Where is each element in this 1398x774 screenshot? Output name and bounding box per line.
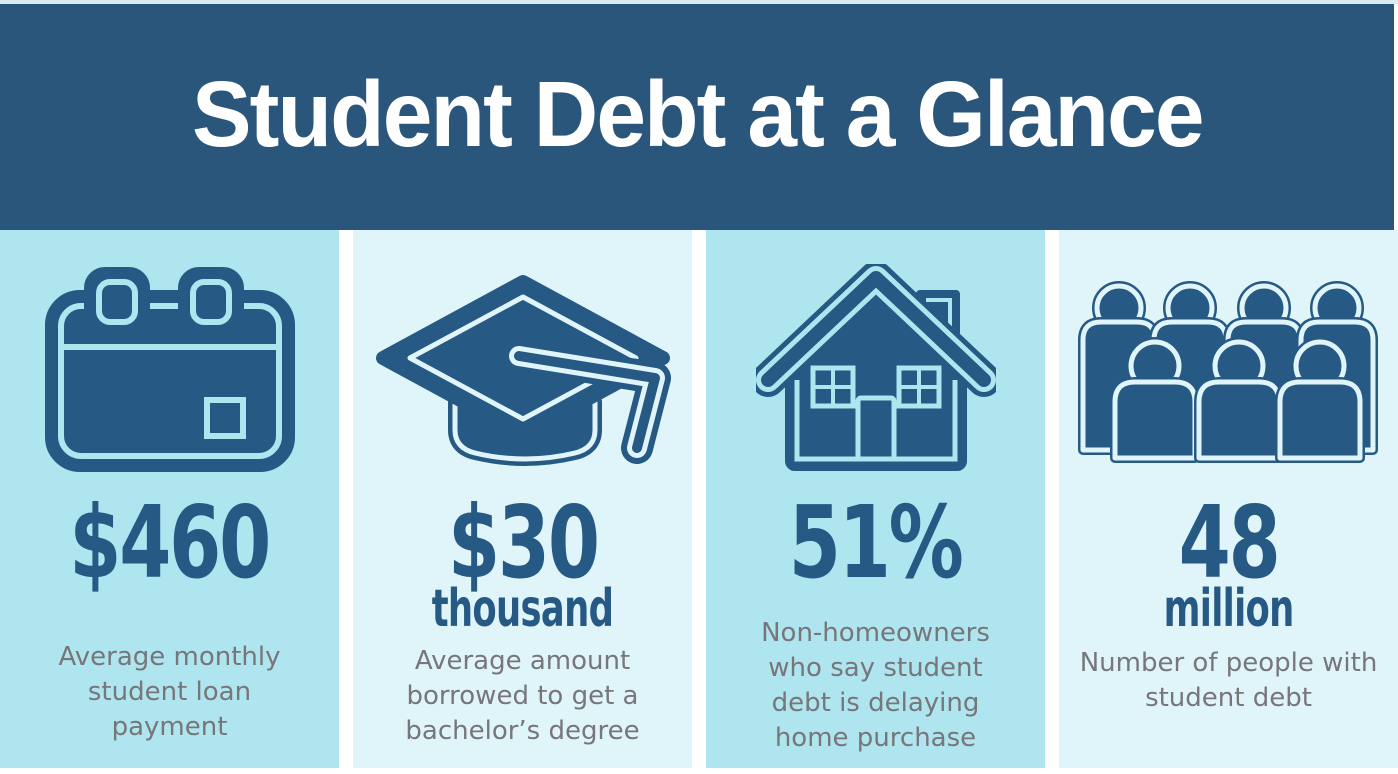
stat-caption: Average monthly student loan payment (58, 640, 280, 745)
stat-card-home-purchase: 51% Non-homeowners who say student debt … (706, 230, 1045, 768)
caption-line: borrowed to get a (406, 681, 639, 711)
caption-line: student loan (87, 677, 252, 707)
caption-line: debt is delaying (771, 688, 980, 718)
stat-unit: thousand (431, 579, 614, 639)
icon-box (1077, 240, 1380, 500)
caption-line: Average monthly (58, 642, 281, 672)
stat-value: 51% (789, 484, 964, 601)
stat-caption: Non-homeowners who say student debt is d… (761, 616, 990, 756)
icon-box (755, 240, 996, 500)
caption-line: home purchase (774, 723, 977, 753)
stat-caption: Average amount borrowed to get a bachelo… (405, 644, 639, 749)
stat-card-monthly-payment: $460 Average monthly student loan paymen… (0, 230, 339, 768)
caption-line: Average amount (414, 646, 631, 676)
stat-caption: Number of people with student debt (1080, 646, 1378, 716)
caption-line: who say student (768, 653, 983, 683)
stat-value: $460 (69, 484, 272, 601)
page-title: Student Debt at a Glance (191, 61, 1205, 166)
stat-value: 48 (1178, 484, 1281, 601)
stat-value: $30 (447, 484, 600, 601)
house-icon (755, 264, 996, 471)
stat-unit: million (1163, 579, 1294, 639)
caption-line: student debt (1145, 683, 1312, 713)
calendar-icon (44, 267, 295, 472)
icon-box (373, 240, 673, 500)
graduation-cap-icon (375, 275, 671, 466)
caption-line: bachelor’s degree (405, 716, 640, 746)
caption-line: Number of people with (1079, 648, 1378, 678)
stat-card-people-with-debt: 48 million Number of people with student… (1059, 230, 1398, 768)
top-strip (0, 0, 1398, 4)
stat-columns: $460 Average monthly student loan paymen… (0, 230, 1398, 768)
icon-box (44, 240, 296, 500)
caption-line: payment (111, 712, 228, 742)
header-band: Student Debt at a Glance (0, 4, 1394, 230)
stat-card-amount-borrowed: $30 thousand Average amount borrowed to … (353, 230, 692, 768)
people-icon (1077, 281, 1378, 463)
caption-line: Non-homeowners (761, 618, 990, 648)
